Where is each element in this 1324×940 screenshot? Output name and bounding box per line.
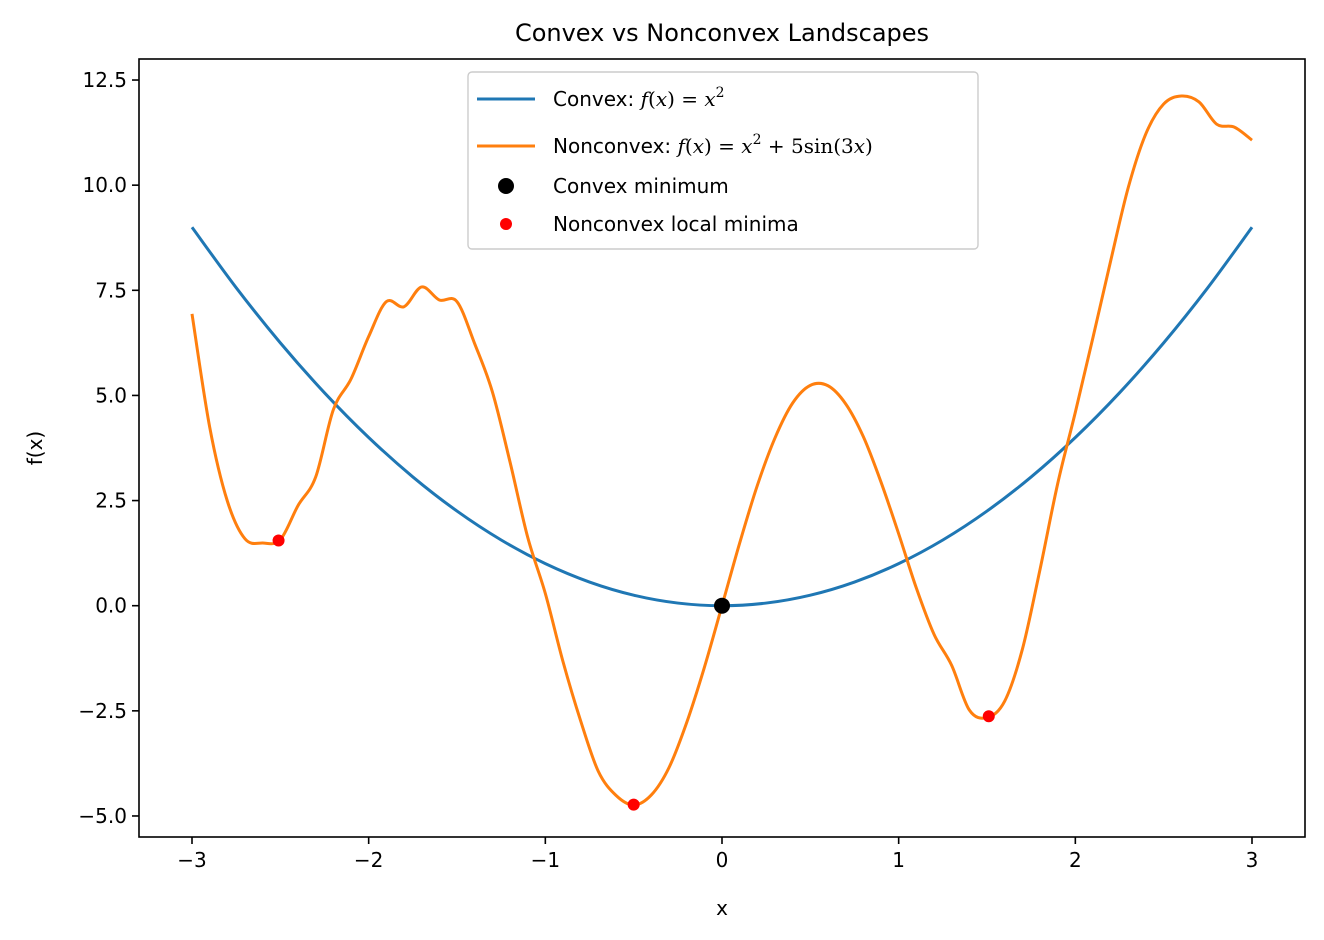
plot-frame	[138, 58, 1306, 838]
x-tick-label: 2	[1069, 848, 1082, 872]
legend-label-nonconvex: Nonconvex: f(x) = x2 + 5sin(3x)	[553, 132, 873, 158]
chart-title: Convex vs Nonconvex Landscapes	[515, 19, 929, 47]
legend-label-nonconvex-minima: Nonconvex local minima	[553, 212, 799, 236]
legend-label-convex-minimum: Convex minimum	[553, 174, 729, 198]
series-point-3-2	[982, 710, 995, 723]
y-tick-label: −2.5	[78, 699, 127, 723]
axis-ticks: −3 −2 −1 0 1 2 3 −5.0 −2.5 0.0 2.5 5.0 7.5 10.0 12.5	[78, 68, 1258, 872]
y-tick-label: 10.0	[82, 173, 127, 197]
y-tick-label: 12.5	[82, 68, 127, 92]
y-tick-label: 5.0	[95, 383, 127, 407]
y-tick-label: 0.0	[95, 594, 127, 618]
x-tick-label: 3	[1246, 848, 1259, 872]
series-point-3-0	[272, 534, 285, 547]
y-axis-label: f(x)	[23, 431, 47, 465]
y-tick-label: 2.5	[95, 489, 127, 513]
x-tick-label: −2	[354, 848, 383, 872]
legend-marker-convex-minimum	[498, 178, 514, 194]
plot-area	[190, 94, 1254, 811]
series-point-3-1	[627, 798, 640, 811]
x-tick-label: 1	[892, 848, 905, 872]
series-point-2-0	[714, 597, 730, 614]
y-tick-label: −5.0	[78, 804, 127, 828]
x-axis-label: x	[716, 896, 728, 920]
legend-marker-nonconvex-minima	[500, 218, 512, 230]
x-tick-label: −3	[177, 848, 206, 872]
legend-label-convex-prefix: Convex:	[553, 87, 641, 111]
legend: Convex: f(x) = x2 Nonconvex: f(x) = x2 +…	[467, 71, 979, 250]
y-tick-label: 7.5	[95, 278, 127, 302]
legend-frame	[467, 71, 979, 250]
x-tick-label: 0	[716, 848, 729, 872]
x-tick-label: −1	[531, 848, 560, 872]
legend-label-convex: Convex: f(x) = x2	[553, 85, 725, 111]
